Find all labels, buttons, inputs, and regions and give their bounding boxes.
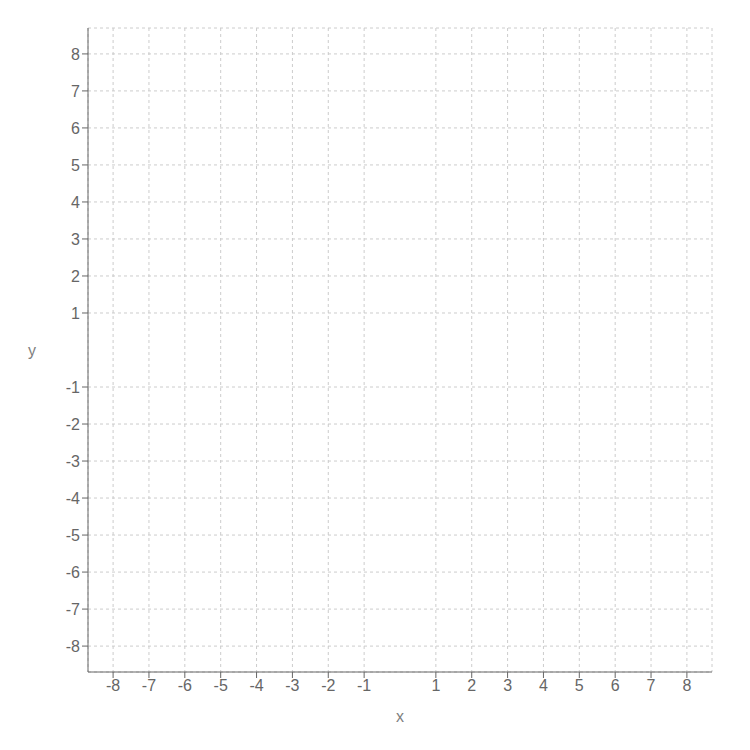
svg-text:1: 1 (71, 305, 80, 322)
svg-text:7: 7 (71, 83, 80, 100)
svg-text:5: 5 (71, 157, 80, 174)
svg-text:1: 1 (431, 677, 440, 694)
svg-text:-2: -2 (66, 416, 80, 433)
svg-text:5: 5 (575, 677, 584, 694)
svg-text:3: 3 (71, 231, 80, 248)
svg-text:-8: -8 (66, 638, 80, 655)
svg-text:4: 4 (539, 677, 548, 694)
svg-text:-2: -2 (321, 677, 335, 694)
svg-text:x: x (396, 708, 404, 725)
svg-text:-4: -4 (66, 490, 80, 507)
svg-text:-1: -1 (357, 677, 371, 694)
svg-text:-6: -6 (66, 564, 80, 581)
svg-text:3: 3 (503, 677, 512, 694)
svg-text:-7: -7 (66, 601, 80, 618)
svg-text:7: 7 (647, 677, 656, 694)
svg-text:-3: -3 (285, 677, 299, 694)
svg-text:2: 2 (467, 677, 476, 694)
svg-text:8: 8 (682, 677, 691, 694)
svg-text:-5: -5 (214, 677, 228, 694)
svg-text:8: 8 (71, 46, 80, 63)
svg-text:-5: -5 (66, 527, 80, 544)
svg-text:-6: -6 (178, 677, 192, 694)
svg-text:-1: -1 (66, 379, 80, 396)
svg-text:y: y (28, 342, 36, 359)
svg-text:-3: -3 (66, 453, 80, 470)
svg-text:-7: -7 (142, 677, 156, 694)
svg-text:6: 6 (71, 120, 80, 137)
svg-text:2: 2 (71, 268, 80, 285)
svg-text:4: 4 (71, 194, 80, 211)
svg-text:6: 6 (611, 677, 620, 694)
svg-text:-4: -4 (249, 677, 263, 694)
svg-text:-8: -8 (106, 677, 120, 694)
